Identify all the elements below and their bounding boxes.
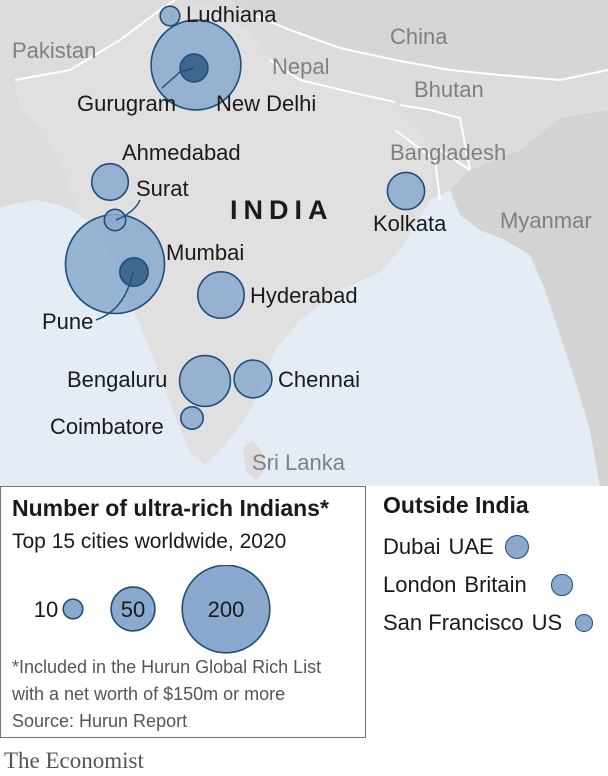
country-label-india: INDIA <box>230 195 334 225</box>
sri-lanka-land <box>243 440 265 480</box>
outside-row-dubai: Dubai UAE <box>383 534 494 560</box>
east-land <box>450 110 608 486</box>
outside-bubble-london <box>551 574 573 596</box>
city-label-ludhiana: Ludhiana <box>186 2 277 27</box>
city-label-chennai: Chennai <box>278 367 360 392</box>
city-label-pune: Pune <box>42 309 93 334</box>
legend-size-key: 10 50 200 <box>34 565 271 654</box>
city-bubbles <box>64 5 426 430</box>
outside-city-label: London <box>383 572 457 597</box>
legend-box: Number of ultra-rich Indians* Top 15 cit… <box>0 486 366 738</box>
city-bubble-surat <box>103 208 127 232</box>
city-bubble-bengaluru <box>178 354 232 408</box>
outside-country-label: UAE <box>448 534 494 559</box>
city-bubble-coimbatore <box>180 405 205 430</box>
outside-india-panel: Outside India Dubai UAE London Britain San… <box>380 492 604 642</box>
country-label-nepal: Nepal <box>272 54 329 79</box>
leader-lines <box>95 67 195 321</box>
legend-size-label: 50 <box>121 597 145 622</box>
legend-note-line1: *Included in the Hurun Global Rich List <box>12 657 322 677</box>
city-label-gurugram: Gurugram <box>77 91 176 116</box>
city-label-surat: Surat <box>136 176 189 201</box>
country-label-sri-lanka: Sri Lanka <box>252 450 346 475</box>
outside-row-london: London Britain <box>383 572 527 598</box>
india-land <box>15 5 435 465</box>
legend-bubble-10 <box>62 598 84 620</box>
city-label-hyderabad: Hyderabad <box>250 283 358 308</box>
city-label-mumbai: Mumbai <box>166 240 244 265</box>
city-label-kolkata: Kolkata <box>373 211 447 236</box>
footer: The Economist <box>0 740 608 776</box>
legend-title: Number of ultra-rich Indians* <box>12 495 329 521</box>
brand-logo-text: The Economist <box>4 748 144 773</box>
country-label-china: China <box>390 24 448 49</box>
legend-size-label: 200 <box>208 597 245 622</box>
legend-note-line2: with a net worth of $150m or more <box>12 684 286 704</box>
outside-city-label: San Francisco <box>383 610 524 635</box>
country-label-pakistan: Pakistan <box>12 38 96 63</box>
borders <box>14 0 608 201</box>
city-bubble-chennai <box>233 359 273 399</box>
legend-source: Source: Hurun Report <box>12 711 188 731</box>
city-bubble-pune <box>119 256 150 287</box>
country-label-bangladesh: Bangladesh <box>390 140 506 165</box>
legend-size-label: 10 <box>34 597 58 622</box>
country-label-bhutan: Bhutan <box>414 77 484 102</box>
outside-country-label: Britain <box>464 572 527 597</box>
china-land <box>230 0 608 80</box>
outside-bubble-dubai <box>504 534 529 559</box>
city-bubble-kolkata <box>386 171 426 211</box>
legend-subtitle: Top 15 cities worldwide, 2020 <box>12 530 287 553</box>
city-label-bengaluru: Bengaluru <box>67 367 167 392</box>
india-map: Pakistan China Nepal Bhutan Bangladesh M… <box>0 0 608 486</box>
country-label-myanmar: Myanmar <box>500 208 592 233</box>
legend-bubble-50 <box>110 586 156 632</box>
outside-india-title: Outside India <box>383 492 529 518</box>
outside-row-san-francisco: San Francisco US <box>383 610 562 636</box>
outside-country-label: US <box>531 610 563 635</box>
city-label-new-delhi: New Delhi <box>216 91 316 116</box>
city-bubble-ludhiana <box>159 5 181 27</box>
city-bubble-hyderabad <box>197 270 246 319</box>
city-label-ahmedabad: Ahmedabad <box>122 140 241 165</box>
city-label-coimbatore: Coimbatore <box>50 414 164 439</box>
outside-city-label: Dubai <box>383 534 441 559</box>
city-bubble-ahmedabad <box>90 162 130 202</box>
outside-bubble-san-francisco <box>575 614 593 632</box>
legend-bubble-200 <box>181 565 271 654</box>
